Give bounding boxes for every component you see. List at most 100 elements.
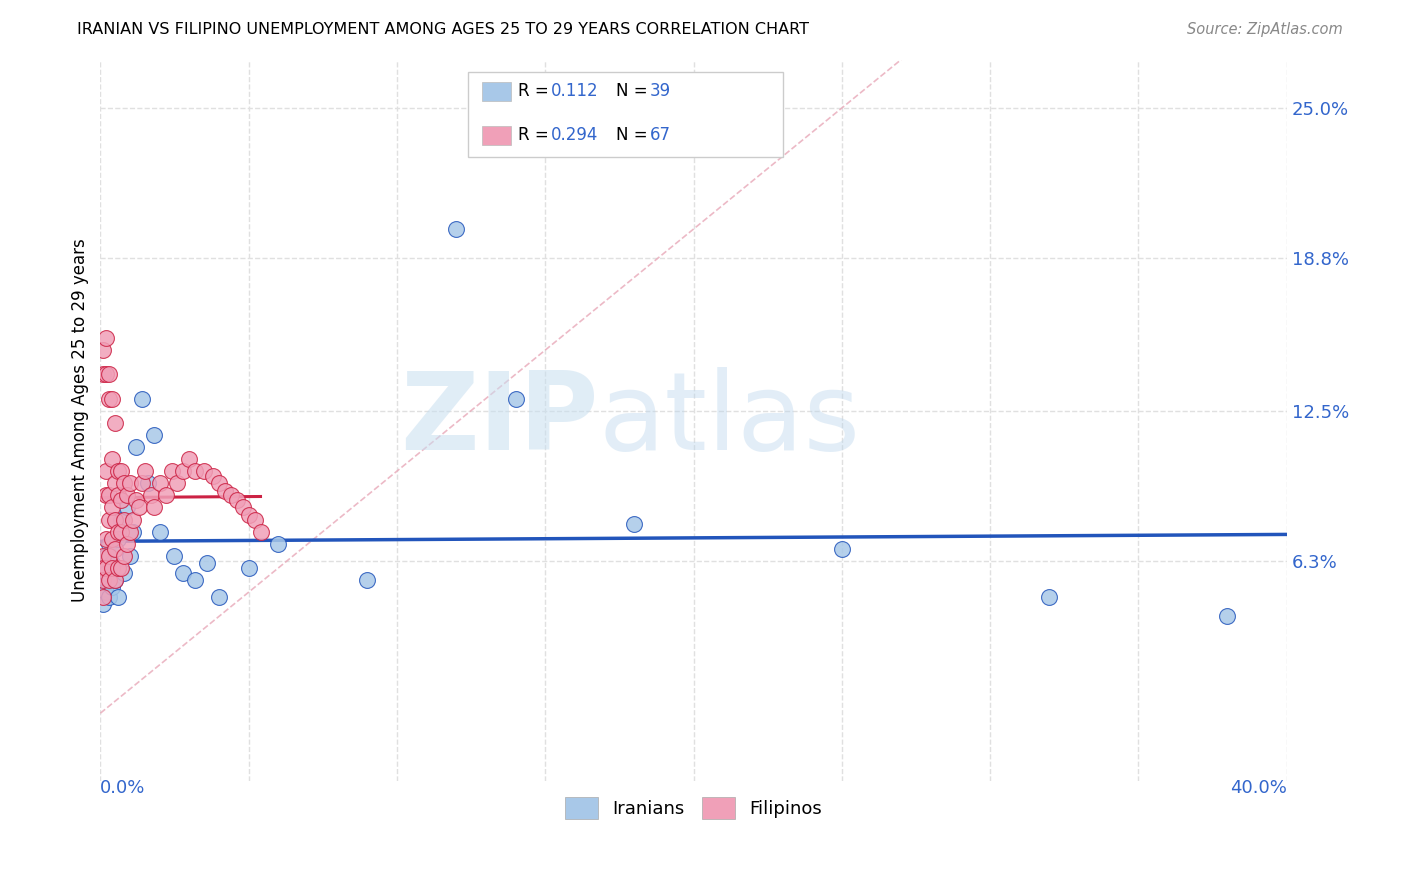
Text: IRANIAN VS FILIPINO UNEMPLOYMENT AMONG AGES 25 TO 29 YEARS CORRELATION CHART: IRANIAN VS FILIPINO UNEMPLOYMENT AMONG A… [77, 22, 810, 37]
Point [193, 464, 215, 478]
Point [112, 566, 135, 580]
Legend: Iranians, Filipinos: Iranians, Filipinos [558, 789, 830, 826]
Point [96, 561, 118, 575]
Point [179, 452, 201, 467]
Point [104, 573, 127, 587]
Point [91, 597, 114, 611]
Point [96, 549, 118, 563]
Point [91, 561, 114, 575]
Point [115, 500, 138, 515]
Text: 40.0%: 40.0% [1230, 779, 1286, 797]
Point [163, 549, 186, 563]
Text: R =: R = [517, 82, 554, 100]
Text: 0.112: 0.112 [551, 82, 599, 100]
Point [125, 493, 148, 508]
Text: R =: R = [517, 127, 554, 145]
Text: N =: N = [616, 127, 654, 145]
Point [623, 517, 645, 532]
Point [136, 476, 159, 491]
Text: 0.294: 0.294 [551, 127, 599, 145]
Y-axis label: Unemployment Among Ages 25 to 29 years: Unemployment Among Ages 25 to 29 years [72, 238, 89, 602]
Point [219, 488, 242, 502]
Point [104, 573, 127, 587]
Point [107, 532, 129, 546]
Point [184, 573, 207, 587]
Point [104, 476, 127, 491]
Point [249, 524, 271, 539]
Point [98, 392, 121, 406]
Point [1216, 609, 1239, 624]
Point [267, 537, 290, 551]
Point [101, 580, 124, 594]
Point [214, 483, 236, 498]
Point [101, 561, 124, 575]
FancyBboxPatch shape [482, 126, 510, 145]
Point [128, 500, 150, 515]
Point [149, 524, 172, 539]
Point [118, 524, 141, 539]
Point [104, 541, 127, 556]
Point [107, 561, 129, 575]
Point [98, 549, 121, 563]
Point [104, 541, 127, 556]
Point [101, 556, 124, 570]
Point [98, 368, 121, 382]
Point [139, 488, 162, 502]
Point [107, 464, 129, 478]
Point [101, 532, 124, 546]
Point [155, 488, 177, 502]
Point [98, 590, 121, 604]
Point [238, 561, 260, 575]
Point [91, 573, 114, 587]
Point [91, 368, 114, 382]
Text: 67: 67 [650, 127, 671, 145]
Point [831, 541, 853, 556]
Point [91, 590, 114, 604]
Point [96, 368, 118, 382]
Point [107, 488, 129, 502]
Point [142, 427, 165, 442]
Point [98, 537, 121, 551]
Point [98, 488, 121, 502]
Point [104, 416, 127, 430]
Point [101, 452, 124, 467]
Point [1038, 590, 1060, 604]
Text: ZIP: ZIP [401, 368, 599, 474]
Point [91, 343, 114, 357]
Point [122, 524, 145, 539]
Point [238, 508, 260, 522]
Point [505, 392, 527, 406]
Point [195, 556, 218, 570]
Point [356, 573, 378, 587]
FancyBboxPatch shape [468, 72, 783, 157]
Point [184, 464, 207, 478]
Point [110, 493, 132, 508]
Point [232, 500, 254, 515]
Point [115, 488, 138, 502]
Text: 0.0%: 0.0% [100, 779, 146, 797]
Point [91, 573, 114, 587]
Point [107, 524, 129, 539]
Point [91, 561, 114, 575]
Point [202, 469, 225, 483]
Point [142, 500, 165, 515]
Point [243, 512, 266, 526]
Point [446, 222, 468, 236]
FancyBboxPatch shape [482, 82, 510, 102]
Point [118, 549, 141, 563]
Point [107, 590, 129, 604]
Point [112, 512, 135, 526]
Point [96, 532, 118, 546]
Point [101, 392, 124, 406]
Point [118, 476, 141, 491]
Point [122, 512, 145, 526]
Text: N =: N = [616, 82, 654, 100]
Point [104, 512, 127, 526]
Point [110, 464, 132, 478]
Point [96, 464, 118, 478]
Point [131, 476, 153, 491]
Point [160, 464, 183, 478]
Point [91, 585, 114, 599]
Text: 39: 39 [650, 82, 671, 100]
Point [149, 476, 172, 491]
